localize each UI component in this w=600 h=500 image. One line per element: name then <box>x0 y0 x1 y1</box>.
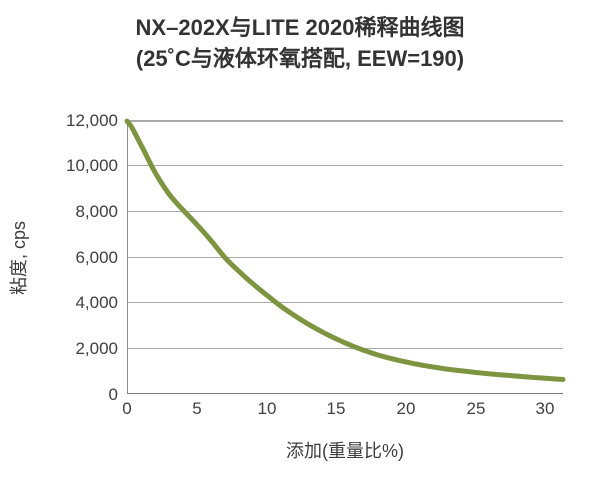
y-axis-title: 粘度, cps <box>9 221 29 296</box>
y-tick-label: 6,000 <box>75 248 118 267</box>
viscosity-curve <box>124 118 566 382</box>
x-tick-label: 25 <box>466 399 486 418</box>
y-tick-label: 10,000 <box>66 156 118 175</box>
gridline-12000 <box>127 120 563 122</box>
x-tick-label: 0 <box>122 399 132 418</box>
gridline-4000 <box>127 302 563 303</box>
y-tick-label: 12,000 <box>66 111 118 130</box>
y-tick-label: 8,000 <box>75 202 118 221</box>
x-axis-line <box>127 393 563 394</box>
x-tick-label: 5 <box>192 399 202 418</box>
plot-area <box>124 118 566 394</box>
gridline-6000 <box>127 257 563 258</box>
gridline-8000 <box>127 211 563 212</box>
chart-title-line-1: NX–202X与LITE 2020稀释曲线图 <box>135 15 465 40</box>
y-tick-label: 2,000 <box>75 339 118 358</box>
y-axis-line <box>127 120 128 394</box>
chart-title: NX–202X与LITE 2020稀释曲线图 (25˚C与液体环氧搭配, EEW… <box>0 12 600 74</box>
y-axis-tick-labels: 12,000 10,000 8,000 6,000 4,000 2,000 0 <box>0 0 118 500</box>
x-tick-label: 10 <box>257 399 277 418</box>
gridline-2000 <box>127 348 563 349</box>
x-axis-title: 添加(重量比%) <box>286 441 404 461</box>
x-tick-label: 30 <box>535 399 555 418</box>
y-tick-label: 0 <box>108 385 118 404</box>
chart-title-line-2: (25˚C与液体环氧搭配, EEW=190) <box>135 46 465 71</box>
x-tick-label: 15 <box>326 399 346 418</box>
gridline-10000 <box>127 165 563 166</box>
y-tick-label: 4,000 <box>75 293 118 312</box>
x-tick-label: 20 <box>396 399 416 418</box>
series-line-nx202x <box>124 118 566 382</box>
